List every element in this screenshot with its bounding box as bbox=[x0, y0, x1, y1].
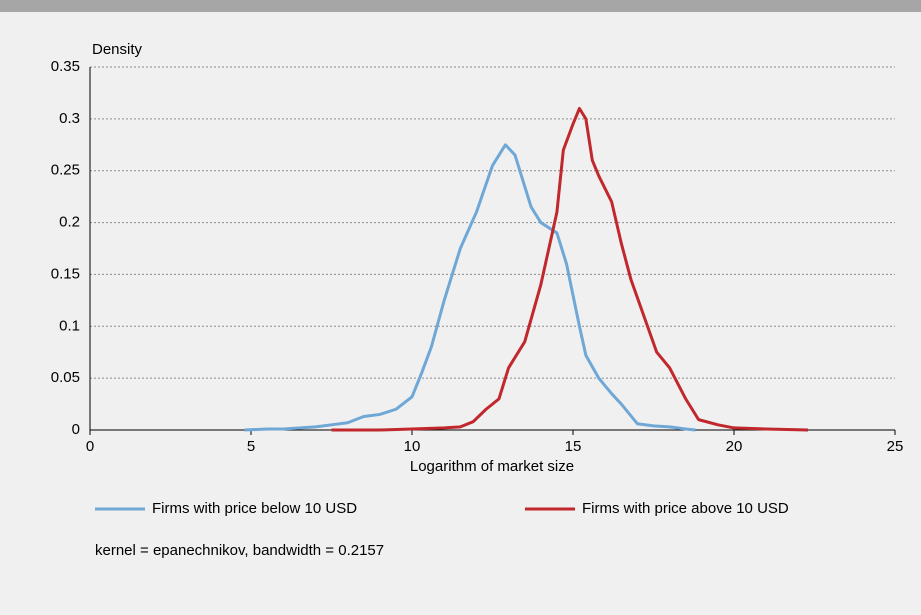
y-tick-label: 0.3 bbox=[59, 110, 80, 127]
legend-label: Firms with price below 10 USD bbox=[152, 500, 357, 517]
legend-label: Firms with price above 10 USD bbox=[582, 500, 789, 517]
y-tick-label: 0 bbox=[72, 421, 80, 438]
x-tick-label: 0 bbox=[86, 438, 94, 455]
x-axis-label: Logarithm of market size bbox=[410, 458, 574, 475]
y-tick-label: 0.1 bbox=[59, 317, 80, 334]
x-tick-label: 15 bbox=[565, 438, 582, 455]
x-tick-label: 25 bbox=[887, 438, 904, 455]
y-tick-label: 0.2 bbox=[59, 214, 80, 231]
y-axis-label: Density bbox=[92, 41, 143, 58]
note: kernel = epanechnikov, bandwidth = 0.215… bbox=[95, 542, 384, 559]
x-tick-label: 20 bbox=[726, 438, 743, 455]
series-line bbox=[331, 106, 809, 432]
y-tick-label: 0.25 bbox=[51, 162, 80, 179]
x-tick-label: 5 bbox=[247, 438, 255, 455]
y-tick-label: 0.05 bbox=[51, 369, 80, 386]
x-tick-label: 10 bbox=[404, 438, 421, 455]
y-tick-label: 0.15 bbox=[51, 265, 80, 282]
y-tick-label: 0.35 bbox=[51, 58, 80, 75]
series-line bbox=[244, 143, 696, 432]
top-bar bbox=[0, 0, 921, 12]
